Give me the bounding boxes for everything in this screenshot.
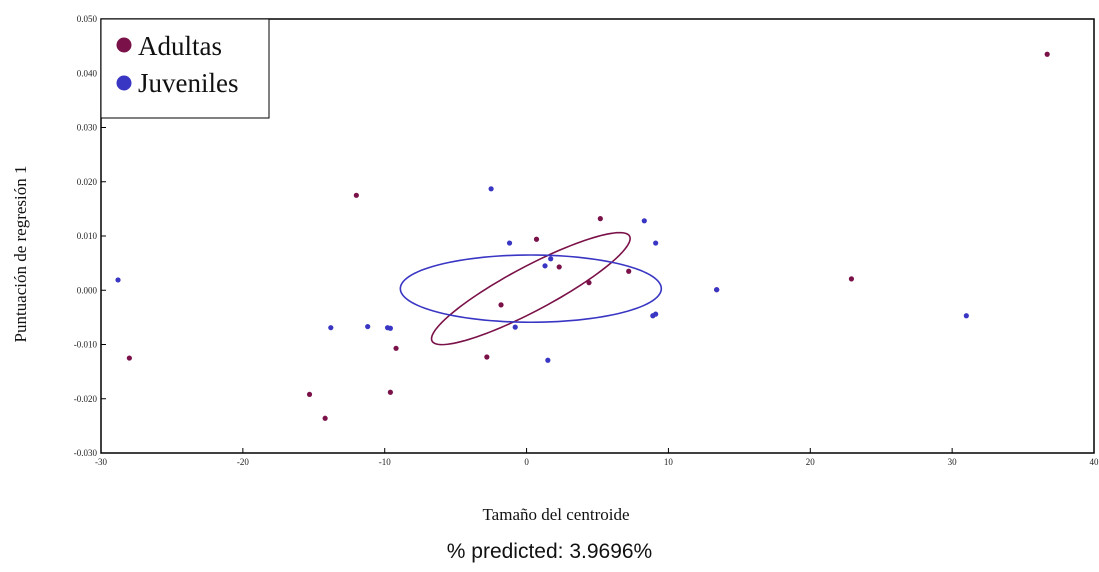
x-tick-label: -30 [95, 457, 107, 467]
legend-marker-adultas [116, 37, 132, 53]
point-adultas [387, 389, 393, 395]
point-adultas [597, 216, 603, 222]
point-juveniles [545, 357, 551, 363]
ellipse-adultas [430, 231, 631, 346]
y-tick-label: 0.030 [77, 123, 98, 133]
point-juveniles [387, 325, 393, 331]
point-adultas [306, 391, 313, 398]
confidence-ellipses [399, 231, 663, 346]
x-axis-title: Tamaño del centroide [482, 505, 629, 524]
legend-box [100, 18, 270, 119]
ellipse-juveniles [399, 254, 663, 324]
point-juveniles [714, 287, 720, 293]
point-adultas [626, 268, 632, 274]
point-adultas [498, 302, 504, 308]
axis-ticks: -30 -20 -10 0 10 20 30 40 -0.030 -0.020 -0.010 0.00… [74, 14, 1099, 467]
point-adultas [586, 280, 592, 286]
point-juveniles [653, 240, 659, 246]
point-juveniles [650, 313, 656, 319]
point-adultas [848, 276, 855, 282]
legend: Adultas Juveniles [100, 18, 270, 119]
x-tick-label: 10 [664, 457, 674, 467]
x-tick-label: -20 [237, 457, 249, 467]
point-juveniles [542, 263, 548, 269]
x-tick-label: 30 [948, 457, 958, 467]
point-adultas [1044, 51, 1050, 57]
point-adultas [126, 355, 132, 361]
legend-label-adultas: Adultas [138, 31, 222, 61]
y-axis-title: Puntuación de regresión 1 [11, 165, 30, 342]
point-adultas [393, 345, 399, 351]
point-juveniles [548, 256, 554, 262]
x-tick-label: 0 [524, 457, 529, 467]
x-tick-label: 40 [1090, 457, 1099, 467]
y-tick-label: 0.010 [77, 231, 98, 241]
point-juveniles [512, 324, 518, 330]
point-adultas [556, 264, 562, 270]
legend-label-juveniles: Juveniles [138, 68, 239, 98]
y-tick-label: -0.030 [74, 448, 98, 458]
legend-marker-juveniles [116, 75, 132, 91]
y-tick-label: 0.040 [77, 68, 98, 78]
predicted-percentage: % predicted: 3.9696% [446, 540, 653, 563]
point-juveniles [506, 240, 513, 246]
y-tick-label: -0.020 [74, 394, 98, 404]
scatter-chart: -30 -20 -10 0 10 20 30 40 -0.030 -0.020 -0.010 0.00… [11, 14, 1099, 524]
point-adultas [484, 354, 490, 360]
point-juveniles [115, 277, 121, 283]
x-tick-label: -10 [379, 457, 391, 467]
y-tick-label: 0.050 [77, 14, 98, 24]
point-adultas [533, 236, 540, 242]
plot-frame [100, 18, 1095, 454]
point-juveniles [328, 325, 334, 331]
data-points [115, 51, 1050, 421]
point-adultas [353, 192, 359, 198]
y-tick-label: 0.020 [77, 177, 98, 187]
x-tick-label: 20 [806, 457, 816, 467]
point-juveniles [963, 313, 969, 319]
point-juveniles [488, 186, 494, 192]
point-juveniles [365, 323, 371, 330]
point-adultas [322, 415, 328, 421]
point-juveniles [641, 218, 647, 224]
y-tick-label: -0.010 [74, 340, 98, 350]
y-tick-label: 0.000 [77, 285, 98, 295]
